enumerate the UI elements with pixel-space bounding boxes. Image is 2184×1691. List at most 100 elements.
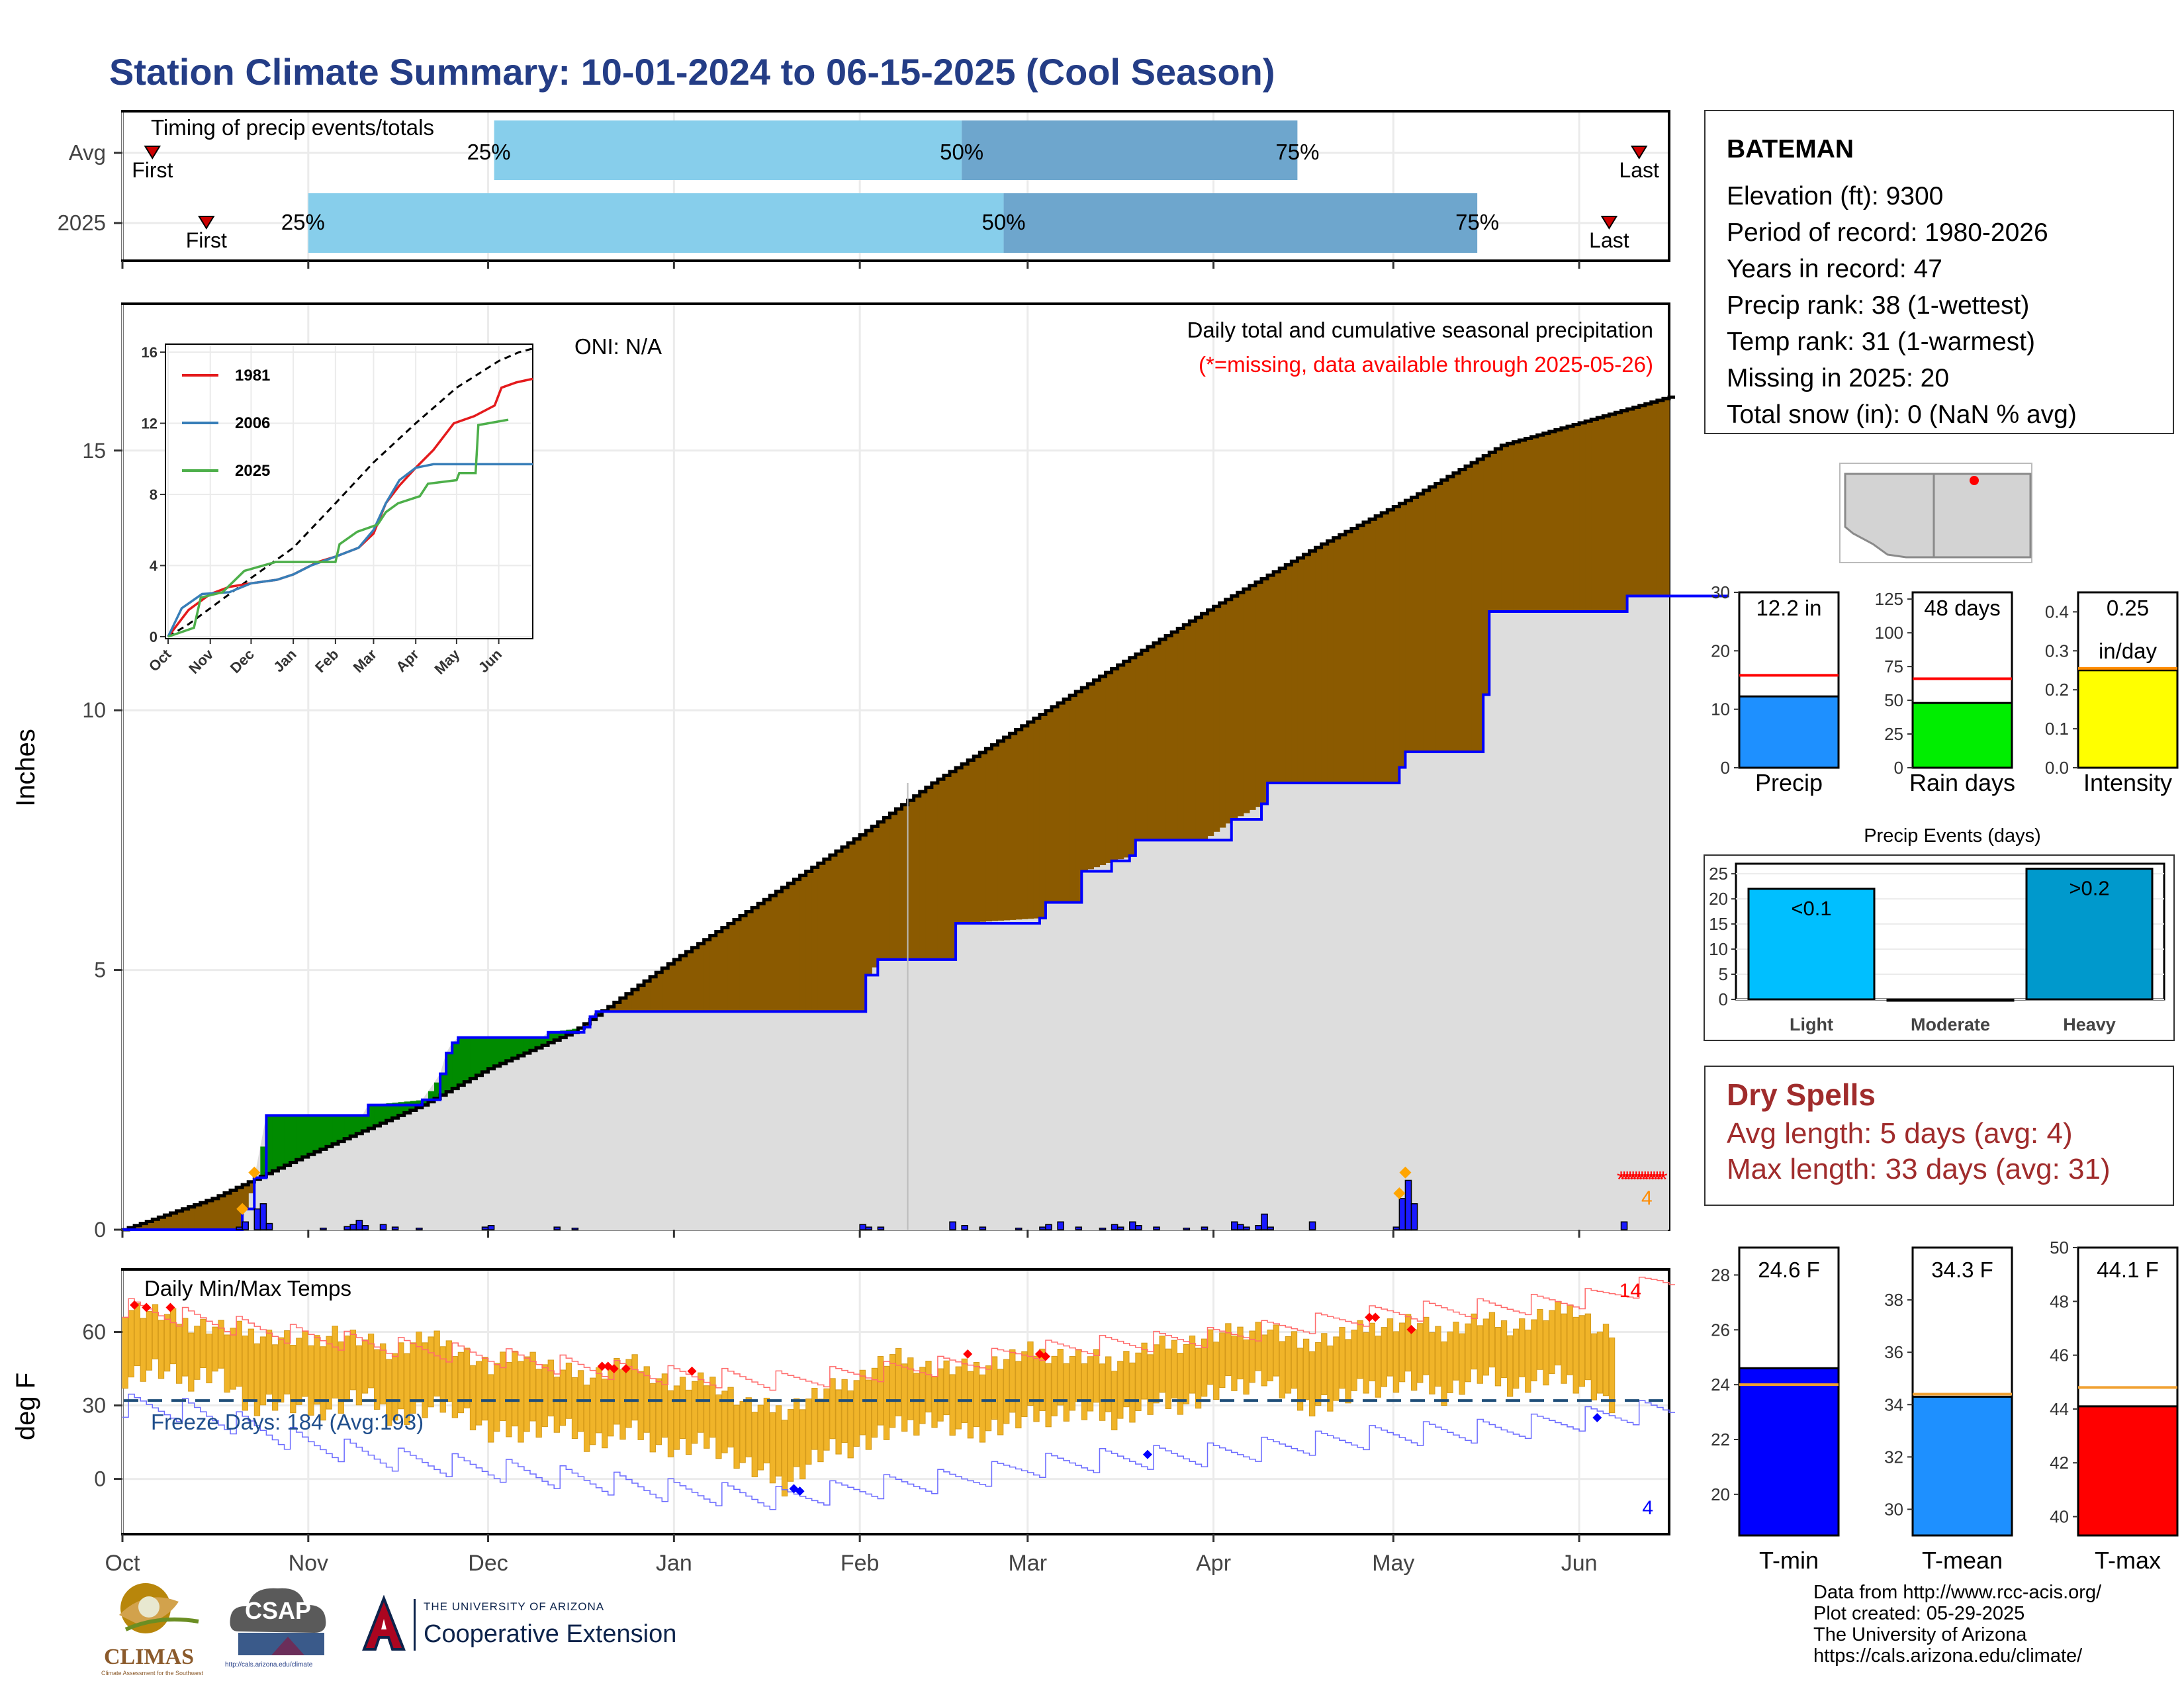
deficit-fill: [631, 989, 639, 1012]
daily-precip-bar: [553, 1226, 561, 1230]
deficit-fill: [1093, 680, 1101, 868]
deficit-fill: [704, 939, 711, 1012]
climas-logo-text: CLIMAS: [103, 1645, 195, 1669]
daily-temp-range: [422, 1342, 428, 1418]
deficit-fill: [638, 985, 645, 1012]
daily-temp-range: [140, 1318, 147, 1382]
deficit-fill: [1459, 469, 1466, 752]
inset-ytick-label: 8: [150, 486, 158, 503]
daily-temp-range: [355, 1345, 363, 1406]
surplus-fill: [548, 1032, 555, 1043]
missing-asterisk: *: [1617, 1167, 1625, 1193]
deficit-fill: [140, 1223, 147, 1230]
timing-bar-50-75: [962, 120, 1298, 180]
daily-temp-range: [937, 1368, 944, 1422]
surplus-fill: [260, 1146, 267, 1177]
daily-precip-bar: [961, 1224, 968, 1230]
temp-summary-ytick-label: 36: [1884, 1342, 1903, 1362]
daily-temp-range: [1225, 1323, 1232, 1377]
deficit-fill: [968, 760, 974, 923]
surplus-fill: [296, 1115, 303, 1160]
ua-logo: THE UNIVERSITY OF ARIZONA Cooperative Ex…: [361, 1595, 745, 1655]
station-info-box: BATEMAN Elevation (ft): 9300 Period of r…: [1704, 110, 2174, 434]
deficit-fill: [1021, 725, 1028, 919]
daily-temp-range: [1549, 1310, 1555, 1374]
page-title: Station Climate Summary: 10-01-2024 to 0…: [109, 51, 1275, 93]
surplus-fill: [488, 1037, 495, 1069]
daily-precip-bar: [236, 1226, 243, 1230]
daily-temp-range: [1363, 1332, 1369, 1394]
deficit-fill: [1225, 599, 1232, 824]
deficit-fill: [1027, 721, 1034, 919]
daily-temp-range: [128, 1310, 134, 1378]
deficit-fill: [1519, 440, 1526, 612]
deficit-fill: [985, 749, 993, 922]
daily-temp-range: [967, 1371, 974, 1439]
daily-temp-range: [679, 1377, 686, 1440]
daily-precip-bar: [1045, 1224, 1052, 1230]
deficit-fill: [1039, 714, 1046, 919]
missing-asterisk: *: [1632, 1167, 1641, 1193]
daily-precip-bar: [859, 1224, 866, 1230]
daily-temp-range: [1261, 1334, 1267, 1387]
deficit-fill: [1052, 706, 1058, 903]
ua-logo-divider: [414, 1599, 416, 1651]
deficit-fill: [1243, 589, 1250, 813]
deficit-fill: [956, 768, 962, 923]
deficit-fill: [1357, 525, 1364, 784]
deficit-fill: [200, 1203, 207, 1230]
daily-temp-range: [673, 1385, 680, 1450]
daily-temp-range: [1596, 1332, 1604, 1394]
daily-temp-range: [1201, 1338, 1208, 1397]
daily-precip-bar: [1129, 1221, 1136, 1230]
surplus-fill: [314, 1115, 321, 1152]
precip-events-chart: Precip Events (days) 0 5 10 15 20 25 <0.1 Light M…: [1704, 825, 2175, 1041]
deficit-fill: [1483, 455, 1490, 695]
daily-temp-range: [1123, 1351, 1130, 1408]
deficit-fill: [794, 879, 801, 1012]
daily-temp-range: [457, 1351, 465, 1414]
daily-temp-range: [625, 1359, 632, 1428]
temp-summary-bar-T-mean: [1911, 1395, 2013, 1537]
daily-precip-bar: [481, 1226, 489, 1230]
station-location-marker: [1970, 476, 1979, 485]
credit-university: The University of Arizona: [1813, 1624, 2027, 1645]
daily-precip-bar: [1183, 1227, 1191, 1230]
surplus-fill: [452, 1042, 459, 1089]
precip-ytick-label: 0: [94, 1218, 106, 1242]
daily-temp-range: [1494, 1326, 1502, 1387]
daily-temp-range: [1153, 1344, 1160, 1404]
daily-precip-bar: [1267, 1226, 1274, 1230]
deficit-fill: [1645, 404, 1652, 596]
temp-normal-lines: [122, 1277, 1676, 1510]
daily-temp-range: [1435, 1326, 1441, 1387]
deficit-fill: [1165, 635, 1172, 841]
ua-block-a-icon: [362, 1595, 406, 1651]
temp-summary-ytick-label: 48: [2050, 1291, 2069, 1311]
deficit-fill: [919, 792, 927, 960]
daily-precip-bar: [361, 1224, 369, 1230]
surplus-fill: [560, 1030, 567, 1038]
timing-bars: 25% 50% 75% First Last 25% 50% 75% First Last: [132, 120, 1659, 253]
daily-temp-range: [523, 1356, 530, 1432]
daily-temp-range: [715, 1394, 722, 1459]
snow-marker: [236, 1203, 249, 1215]
deficit-fill: [1183, 624, 1190, 841]
daily-temp-range: [445, 1340, 452, 1402]
deficit-fill: [835, 850, 842, 1012]
temp-summary-ytick-label: 32: [1884, 1447, 1903, 1467]
missing-markers: ***************: [1617, 1167, 1668, 1193]
daily-temp-range: [373, 1349, 381, 1410]
deficit-fill: [1273, 571, 1280, 784]
surplus-fill: [458, 1037, 465, 1085]
missing-count: 4: [1641, 1187, 1653, 1209]
daily-temp-range: [931, 1376, 938, 1428]
daily-temp-range: [320, 1346, 326, 1421]
daily-temp-range: [799, 1409, 806, 1480]
max-record-count: 14: [1619, 1280, 1641, 1302]
deficit-fill: [1405, 500, 1412, 752]
deficit-fill: [224, 1193, 231, 1230]
daily-temp-range: [163, 1314, 171, 1372]
daily-precip-bar: [1039, 1226, 1046, 1230]
snow-marker: [248, 1166, 261, 1179]
